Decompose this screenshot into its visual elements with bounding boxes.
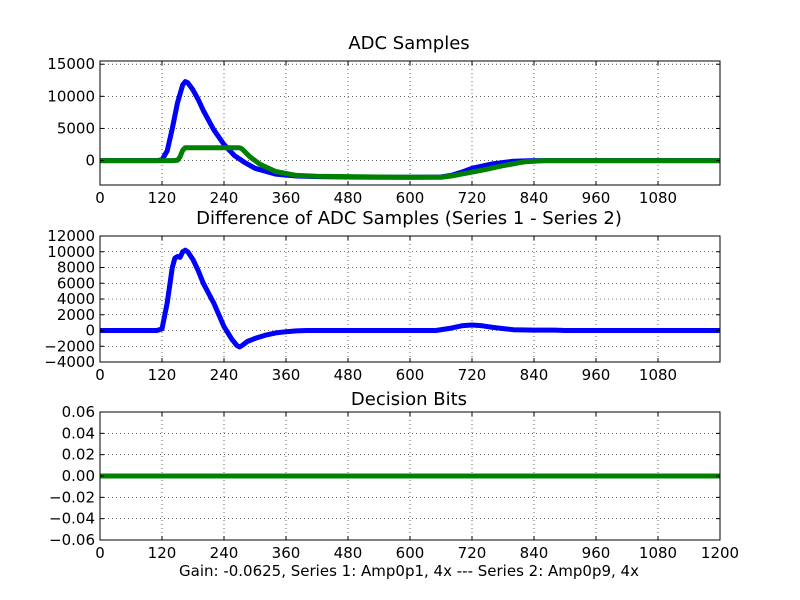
chart-3-y-tick-label: −0.02 <box>49 488 95 506</box>
chart-1-series-1-line <box>100 79 720 180</box>
chart-3-title: Decision Bits <box>351 389 467 410</box>
chart-3-x-tick-label: 240 <box>210 544 239 562</box>
chart-2-x-tick-label: 360 <box>272 366 301 384</box>
chart-3-x-tick-label: 960 <box>582 544 611 562</box>
chart-3-y-tick-label: 0.00 <box>62 467 95 485</box>
chart-2-y-tick-label: 4000 <box>57 290 95 308</box>
chart-2-x-tick-label: 480 <box>334 366 363 384</box>
chart-3-x-tick-label: 600 <box>396 544 425 562</box>
footer-caption: Gain: -0.0625, Series 1: Amp0p1, 4x --- … <box>179 562 639 580</box>
chart-1-x-tick-label: 480 <box>334 189 363 207</box>
chart-1-x-tick-label: 240 <box>210 189 239 207</box>
chart-3-x-tick-label: 0 <box>95 544 105 562</box>
chart-1-x-tick-label: 120 <box>148 189 177 207</box>
chart-2-y-tick-label: 6000 <box>57 274 95 292</box>
chart-1-x-tick-label: 720 <box>458 189 487 207</box>
chart-2-y-tick-label: 12000 <box>47 227 95 245</box>
chart-2-title: Difference of ADC Samples (Series 1 - Se… <box>196 208 622 229</box>
chart-2-plot-area: 0 120 240 360 480 600 720 840 960 1080 −4000−20000… <box>44 227 721 384</box>
chart-2-y-tick-label: 10000 <box>47 243 95 261</box>
chart-3-x-tick-label: 480 <box>334 544 363 562</box>
chart-2-y-tick-label: 8000 <box>57 259 95 277</box>
chart-1-x-tick-label: 960 <box>582 189 611 207</box>
chart-3-y-tick-label: 0.04 <box>62 424 95 442</box>
chart-3-x-tick-label: 1080 <box>639 544 677 562</box>
chart-3-x-tick-label: 120 <box>148 544 177 562</box>
chart-2-y-tick-label: 0 <box>85 322 95 340</box>
chart-2-x-tick-label: 240 <box>210 366 239 384</box>
chart-1-plot-area: 0 120 240 360 480 600 720 840 960 1080 0 5000 10000 1… <box>47 55 721 207</box>
chart-1-frame <box>99 60 721 186</box>
chart-3-x-tick-label: 720 <box>458 544 487 562</box>
chart-3-y-tick-label: 0.06 <box>62 403 95 421</box>
chart-2-x-tick-label: 840 <box>520 366 549 384</box>
chart-2-y-tick-label: −2000 <box>44 337 95 355</box>
chart-2-x-tick-label: 960 <box>582 366 611 384</box>
chart-3-y-tick-label: −0.06 <box>49 531 95 549</box>
chart-2-x-tick-label: 120 <box>148 366 177 384</box>
chart-1-y-tick-label: 5000 <box>57 119 95 137</box>
chart-2-x-tick-label: 0 <box>95 366 105 384</box>
chart-2-series-1-line <box>100 247 720 350</box>
chart-3-plot-area: 0 120 240 360 480 600 720 840 960 1080 1200 −0.06 −0… <box>49 403 739 562</box>
chart-1-x-tick-label: 1080 <box>639 189 677 207</box>
chart-1-x-tick-label: 600 <box>396 189 425 207</box>
chart-1-x-tick-label: 360 <box>272 189 301 207</box>
chart-3-y-tick-label: −0.04 <box>49 510 95 528</box>
chart-1-y-tick-label: 0 <box>85 152 95 170</box>
chart-2-x-tick-label: 1080 <box>639 366 677 384</box>
chart-3-x-tick-label: 1200 <box>701 544 739 562</box>
chart-2-x-tick-label: 600 <box>396 366 425 384</box>
chart-1-title: ADC Samples <box>348 33 469 54</box>
chart-2-y-tick-label: −4000 <box>44 353 95 371</box>
chart-3-x-tick-label: 840 <box>520 544 549 562</box>
chart-3-x-tick-label: 360 <box>272 544 301 562</box>
chart-1-x-tick-label: 840 <box>520 189 549 207</box>
chart-1-y-tick-label: 15000 <box>47 55 95 73</box>
chart-3-y-tick-label: 0.02 <box>62 446 95 464</box>
chart-1-y-tick-label: 10000 <box>47 87 95 105</box>
chart-1-x-tick-label: 0 <box>95 189 105 207</box>
chart-2-x-tick-label: 720 <box>458 366 487 384</box>
chart-1-series-2-line <box>100 145 720 180</box>
chart-2-y-tick-label: 2000 <box>57 306 95 324</box>
